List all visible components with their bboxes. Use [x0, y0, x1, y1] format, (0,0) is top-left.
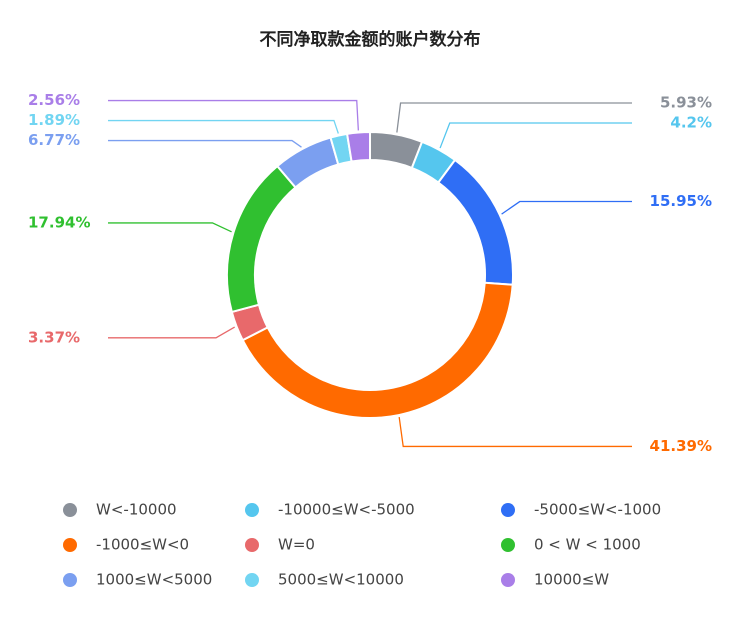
legend-marker [63, 538, 77, 552]
legend-text: 0 < W < 1000 [534, 536, 641, 554]
value-label: 3.37% [28, 328, 80, 346]
legend-marker [63, 573, 77, 587]
value-label: 17.94% [28, 213, 90, 231]
legend-marker [245, 573, 259, 587]
value-label: 4.2% [670, 114, 712, 132]
label-line [108, 222, 232, 233]
legend-text: -5000≤W<-1000 [534, 501, 661, 519]
legend-text: -10000≤W<-5000 [278, 501, 415, 519]
value-label: 6.77% [28, 131, 80, 149]
legend-marker [501, 503, 515, 517]
chart-title: 不同净取款金额的账户数分布 [260, 29, 481, 50]
legend-text: -1000≤W<0 [96, 536, 189, 554]
label-line [396, 102, 632, 133]
label-line [108, 139, 302, 148]
label-line [108, 326, 235, 339]
legend-marker [501, 538, 515, 552]
legend-marker [501, 573, 515, 587]
legend-text: W=0 [278, 536, 315, 554]
donut-segment [436, 158, 514, 286]
label-line [439, 122, 632, 149]
label-line [398, 416, 632, 448]
legend-text: 5000≤W<10000 [278, 571, 404, 589]
value-label: 1.89% [28, 111, 80, 129]
legend-marker [63, 503, 77, 517]
value-label: 41.39% [650, 437, 712, 455]
label-line [108, 119, 339, 134]
legend-text: 10000≤W [534, 571, 609, 589]
value-label: 5.93% [660, 94, 712, 112]
label-line [108, 99, 360, 131]
legend-marker [245, 503, 259, 517]
value-label: 2.56% [28, 91, 80, 109]
value-label: 15.95% [650, 192, 712, 210]
donut-segment [241, 281, 514, 419]
donut-segment [226, 164, 297, 314]
donut-segment [345, 130, 371, 163]
label-line [501, 200, 632, 215]
legend-text: W<-10000 [96, 501, 177, 519]
legend-text: 1000≤W<5000 [96, 571, 212, 589]
legend-marker [245, 538, 259, 552]
